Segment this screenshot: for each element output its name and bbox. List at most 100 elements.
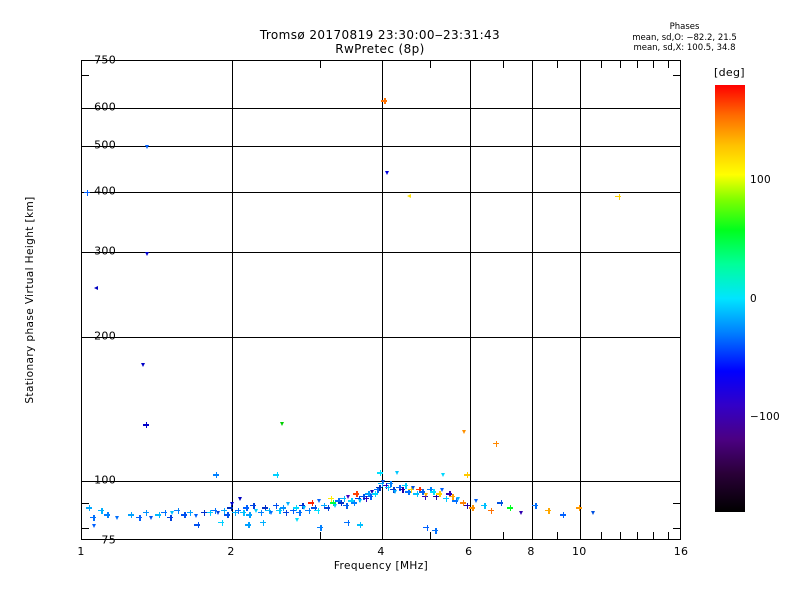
data-point	[358, 499, 362, 504]
data-point	[439, 488, 444, 493]
x-minor-tick	[600, 61, 602, 68]
y-minor-tick	[673, 502, 680, 504]
data-point	[317, 499, 322, 504]
y-tick-label: 300	[94, 244, 116, 258]
data-point	[92, 523, 97, 528]
y-tick-label: 500	[94, 138, 116, 152]
data-point	[410, 485, 415, 490]
y-tick-label: 400	[94, 184, 116, 198]
colorbar	[715, 85, 745, 512]
x-minor-tick	[557, 532, 559, 539]
data-point	[302, 506, 307, 511]
y-tick-label: 750	[94, 53, 116, 67]
data-point	[144, 252, 149, 256]
x-minor-tick	[619, 61, 621, 68]
x-minor-tick	[600, 532, 602, 539]
x-minor-tick	[637, 61, 639, 68]
x-tick-label: 8	[527, 545, 535, 558]
y-gridline	[82, 192, 680, 194]
x-tick-label: 16	[673, 545, 689, 558]
x-minor-tick	[319, 532, 321, 539]
data-point	[279, 421, 284, 426]
data-point	[194, 513, 199, 518]
x-minor-tick	[503, 61, 505, 68]
y-minor-tick	[673, 75, 680, 77]
y-tick-label: 600	[94, 100, 116, 114]
data-point	[294, 518, 299, 523]
y-tick-label: 75	[101, 533, 116, 547]
data-point	[424, 492, 429, 497]
data-point	[286, 501, 291, 506]
phase-stats-block: Phases mean, sd,O: −82.2, 21.5 mean, sd,…	[597, 22, 772, 54]
data-point	[115, 515, 120, 520]
y-gridline	[82, 336, 680, 338]
data-point	[384, 170, 389, 175]
data-point	[407, 193, 412, 198]
x-minor-tick	[319, 61, 321, 68]
data-point	[380, 479, 385, 484]
colorbar-tick-label: 0	[750, 292, 757, 305]
y-minor-tick	[82, 502, 89, 504]
x-minor-tick	[653, 61, 655, 68]
x-gridline	[580, 61, 582, 539]
y-axis-title: Stationary phase Virtual Height [km]	[24, 196, 36, 404]
y-gridline	[82, 107, 680, 109]
x-minor-tick	[557, 61, 559, 68]
data-point	[170, 511, 175, 516]
x-tick-label: 1	[77, 545, 85, 558]
data-point	[254, 508, 259, 513]
chart-subtitle: RwPretec (8p)	[335, 42, 425, 56]
y-minor-tick	[673, 527, 680, 529]
x-gridline	[469, 61, 471, 539]
x-tick-label: 2	[227, 545, 235, 558]
y-gridline	[82, 252, 680, 253]
data-point	[149, 515, 154, 520]
y-minor-tick	[82, 527, 89, 529]
y-minor-tick	[82, 75, 89, 77]
y-tick-label: 200	[94, 329, 116, 343]
x-tick-label: 4	[377, 545, 385, 558]
x-tick-label: 6	[465, 545, 473, 558]
x-gridline	[382, 61, 383, 539]
data-point	[518, 511, 523, 516]
data-point	[144, 144, 149, 149]
data-point	[456, 497, 461, 502]
x-tick-label: 10	[571, 545, 587, 558]
stats-x-mode: mean, sd,X: 100.5, 34.8	[633, 43, 736, 53]
x-minor-tick	[503, 532, 505, 539]
data-point	[94, 285, 99, 290]
x-minor-tick	[653, 532, 655, 539]
data-point	[440, 473, 445, 478]
stats-header: Phases	[669, 22, 700, 32]
x-minor-tick	[619, 532, 621, 539]
data-point	[332, 503, 337, 508]
data-point	[345, 494, 350, 499]
stats-o-mode: mean, sd,O: −82.2, 21.5	[632, 32, 737, 43]
data-point	[369, 490, 374, 495]
data-point	[141, 362, 146, 367]
chart-title: Tromsø 20170819 23:30:00‒23:31:43	[259, 28, 501, 42]
data-point	[229, 501, 234, 506]
data-point	[590, 511, 595, 516]
y-gridline	[82, 145, 680, 147]
x-gridline	[232, 61, 233, 539]
x-axis-title: Frequency [MHz]	[333, 560, 429, 572]
data-point	[395, 471, 400, 476]
x-minor-tick	[430, 61, 432, 68]
colorbar-tick-label: 100	[750, 173, 771, 186]
x-gridline	[532, 61, 533, 539]
data-point	[216, 511, 221, 516]
data-point	[393, 490, 398, 495]
data-point	[269, 511, 274, 516]
data-point	[238, 497, 243, 502]
colorbar-tick-label: −100	[750, 411, 781, 424]
data-point	[474, 499, 479, 504]
x-minor-tick	[430, 532, 432, 539]
x-minor-tick	[637, 532, 639, 539]
x-minor-tick	[668, 532, 670, 539]
data-point	[461, 429, 466, 434]
plot-area	[81, 60, 681, 540]
colorbar-unit-label: [deg]	[714, 66, 745, 79]
y-tick-label: 100	[94, 473, 116, 487]
